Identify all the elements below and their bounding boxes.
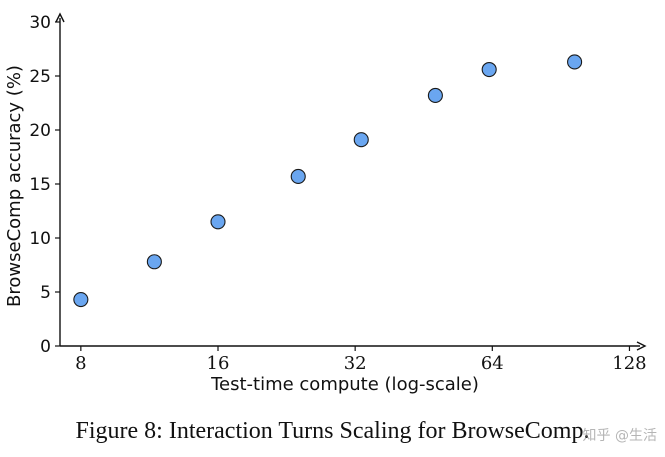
- data-point: [427, 87, 443, 103]
- data-point: [353, 132, 369, 148]
- data-point: [567, 54, 583, 70]
- x-tick-label: 64: [481, 353, 504, 374]
- x-tick-label: 32: [344, 353, 367, 374]
- y-axis-title: BrowseComp accuracy (%): [4, 65, 25, 307]
- x-tick-label: 128: [612, 353, 646, 374]
- x-ticks: 8 16 32 64 128: [75, 346, 647, 374]
- y-tick-label: 10: [29, 229, 51, 249]
- y-axis-arrow: [55, 12, 65, 23]
- y-tick-label: 20: [29, 121, 51, 141]
- data-point: [290, 168, 306, 184]
- data-points: [73, 54, 583, 308]
- y-tick-label: 15: [29, 175, 51, 195]
- data-point: [210, 214, 226, 230]
- y-ticks: 0 5 10 15 20 25 30: [29, 13, 60, 357]
- y-tick-label: 25: [29, 67, 51, 87]
- axes: [55, 12, 647, 351]
- data-point: [481, 61, 497, 78]
- scatter-chart: 0 5 10 15 20 25 30 8 16 32 64 128 Test-time comput…: [4, 12, 647, 395]
- x-tick-label: 16: [207, 353, 230, 374]
- data-point: [73, 292, 89, 308]
- watermark: 知乎 @生活: [582, 428, 657, 444]
- y-tick-label: 0: [40, 337, 51, 357]
- x-axis-arrow: [636, 341, 647, 351]
- x-tick-label: 8: [75, 353, 86, 374]
- y-tick-label: 5: [40, 283, 51, 303]
- x-axis-title: Test-time compute (log-scale): [210, 374, 479, 395]
- data-point: [146, 254, 162, 270]
- figure-caption: Figure 8: Interaction Turns Scaling for …: [75, 418, 590, 444]
- y-tick-label: 30: [29, 13, 51, 33]
